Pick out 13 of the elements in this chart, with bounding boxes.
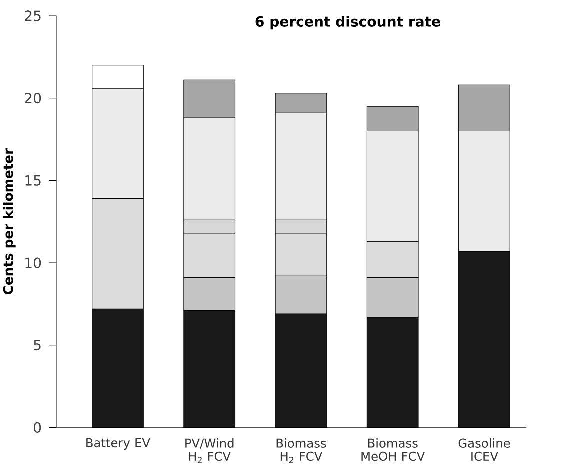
y-tick-label: 15 bbox=[26, 176, 41, 186]
x-tick-label: Gasoline ICEV bbox=[458, 438, 510, 462]
y-tick-label: 25 bbox=[25, 10, 41, 22]
x-tick-label: Biomass H$_{2}$ FCV bbox=[276, 438, 326, 464]
y-tick-label: 20 bbox=[25, 93, 42, 104]
x-tick-label: Biomass MeOH FCV bbox=[362, 438, 426, 462]
y-tick-label: 5 bbox=[34, 340, 41, 351]
x-tick-label: Battery EV bbox=[86, 438, 150, 450]
chart-title: 6 percent discount rate bbox=[256, 16, 440, 30]
x-tick-label: PV/Wind H$_{2}$ FCV bbox=[186, 438, 234, 464]
y-axis-title: Cents per kilometer bbox=[3, 148, 16, 295]
y-tick-label: 10 bbox=[26, 258, 42, 268]
y-tick-label: 0 bbox=[34, 422, 42, 434]
